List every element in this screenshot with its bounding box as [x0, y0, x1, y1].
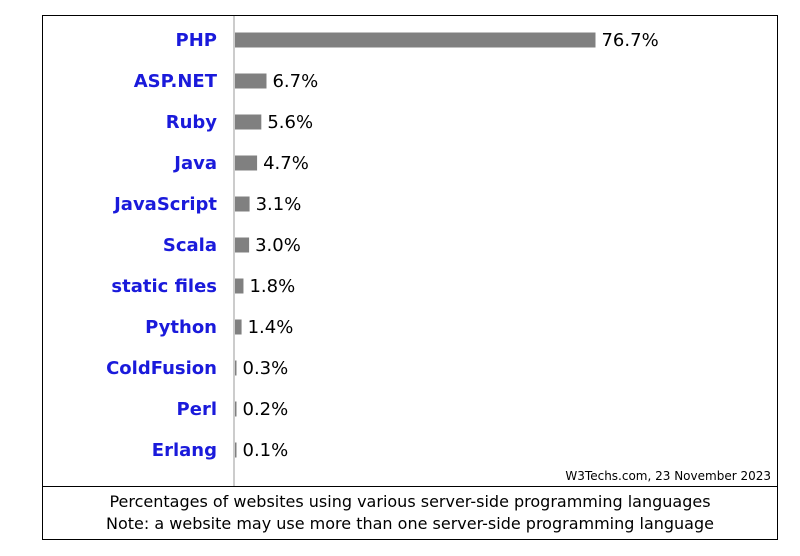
category-label-perl: Perl	[177, 399, 217, 420]
bar-scala	[235, 237, 250, 253]
caption-line-2: Note: a website may use more than one se…	[106, 514, 714, 533]
category-label-static-files: static files	[111, 276, 217, 297]
bar-asp-net	[235, 73, 267, 89]
chart-caption: Percentages of websites using various se…	[43, 486, 777, 539]
value-label-coldfusion: 0.3%	[243, 358, 289, 379]
bar-coldfusion	[235, 360, 237, 376]
value-label-erlang: 0.1%	[243, 440, 289, 461]
chart-frame: PHP 76.7% ASP.NET 6.7% Ruby 5.6% Java 4.7% JavaS…	[42, 15, 778, 540]
category-label-ruby: Ruby	[166, 112, 218, 133]
bar-php	[235, 32, 596, 48]
category-label-scala: Scala	[163, 235, 217, 256]
bar-java	[235, 155, 258, 171]
category-label-asp-net: ASP.NET	[134, 71, 218, 92]
bar-perl	[235, 401, 237, 417]
value-label-static-files: 1.8%	[249, 276, 295, 297]
category-label-php: PHP	[176, 30, 217, 51]
value-label-scala: 3.0%	[255, 235, 301, 256]
bar-erlang	[235, 442, 237, 458]
bar-javascript	[235, 196, 250, 212]
category-label-javascript: JavaScript	[112, 194, 217, 215]
category-label-erlang: Erlang	[152, 440, 217, 461]
value-label-ruby: 5.6%	[267, 112, 313, 133]
category-label-python: Python	[145, 317, 217, 338]
chart-attribution: W3Techs.com, 23 November 2023	[565, 469, 771, 483]
bar-chart: PHP 76.7% ASP.NET 6.7% Ruby 5.6% Java 4.7% JavaS…	[106, 16, 659, 486]
value-label-perl: 0.2%	[243, 399, 289, 420]
caption-line-1: Percentages of websites using various se…	[109, 492, 711, 511]
category-label-coldfusion: ColdFusion	[106, 358, 217, 379]
bar-python	[235, 319, 242, 335]
value-label-javascript: 3.1%	[256, 194, 302, 215]
bar-static-files	[235, 278, 244, 294]
bar-ruby	[235, 114, 262, 130]
value-label-python: 1.4%	[248, 317, 294, 338]
value-label-php: 76.7%	[601, 30, 658, 51]
value-label-asp-net: 6.7%	[272, 71, 318, 92]
category-label-java: Java	[172, 153, 217, 174]
value-label-java: 4.7%	[263, 153, 309, 174]
